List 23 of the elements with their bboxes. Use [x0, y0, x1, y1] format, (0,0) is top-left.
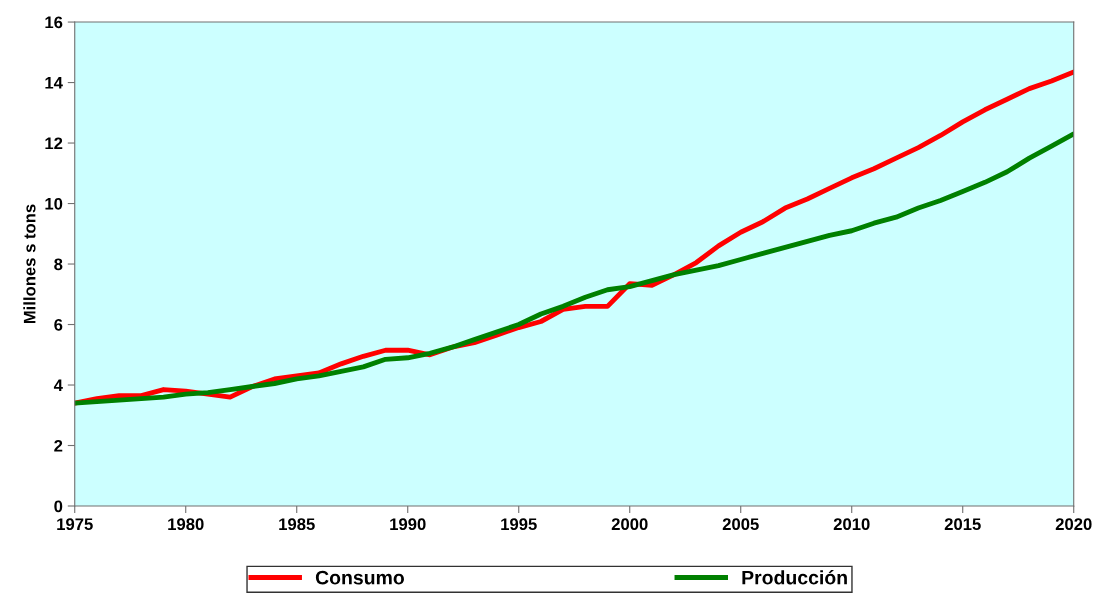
y-tick-label: 2 — [54, 439, 63, 452]
x-tick-label: 1985 — [279, 518, 315, 531]
x-tick-label: 2005 — [722, 518, 759, 531]
y-tick-label: 8 — [54, 258, 63, 271]
x-tick-label: 1975 — [57, 518, 93, 531]
y-tick-label: 12 — [45, 137, 63, 150]
x-tick-label: 2000 — [611, 518, 648, 531]
x-tick-label: 2010 — [833, 518, 870, 531]
x-tick-label: 1990 — [390, 518, 426, 531]
y-axis-title: Millones s tons — [23, 204, 36, 324]
x-tick-label: 2020 — [1055, 518, 1092, 531]
x-tick-label: 1980 — [168, 518, 204, 531]
y-tick-label: 14 — [45, 77, 63, 89]
legend-label: Producción — [742, 570, 847, 585]
y-tick-label: 16 — [45, 16, 63, 29]
y-tick-label: 0 — [54, 500, 63, 513]
y-tick-label: 4 — [53, 379, 63, 392]
legend-label: Consumo — [315, 570, 404, 585]
x-tick-label: 2015 — [944, 518, 981, 531]
y-tick-label: 6 — [54, 318, 63, 331]
y-tick-label: 10 — [45, 197, 63, 210]
x-tick-label: 1995 — [501, 518, 537, 531]
line-series — [74, 131, 1074, 406]
